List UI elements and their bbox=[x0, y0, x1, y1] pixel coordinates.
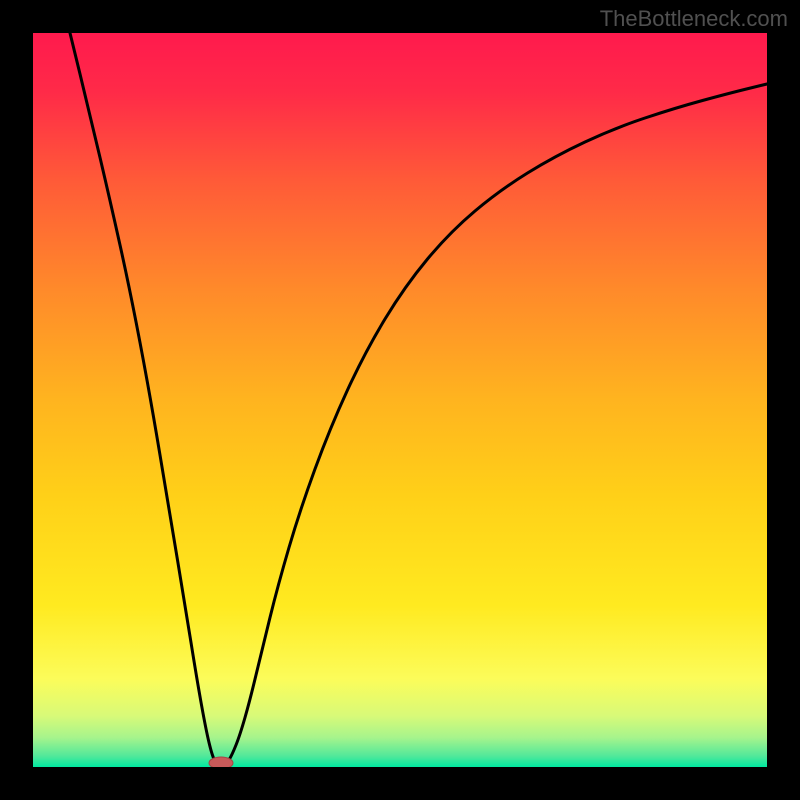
chart-border bbox=[0, 0, 800, 800]
watermark-text: TheBottleneck.com bbox=[600, 6, 788, 32]
chart-container: TheBottleneck.com bbox=[0, 0, 800, 800]
